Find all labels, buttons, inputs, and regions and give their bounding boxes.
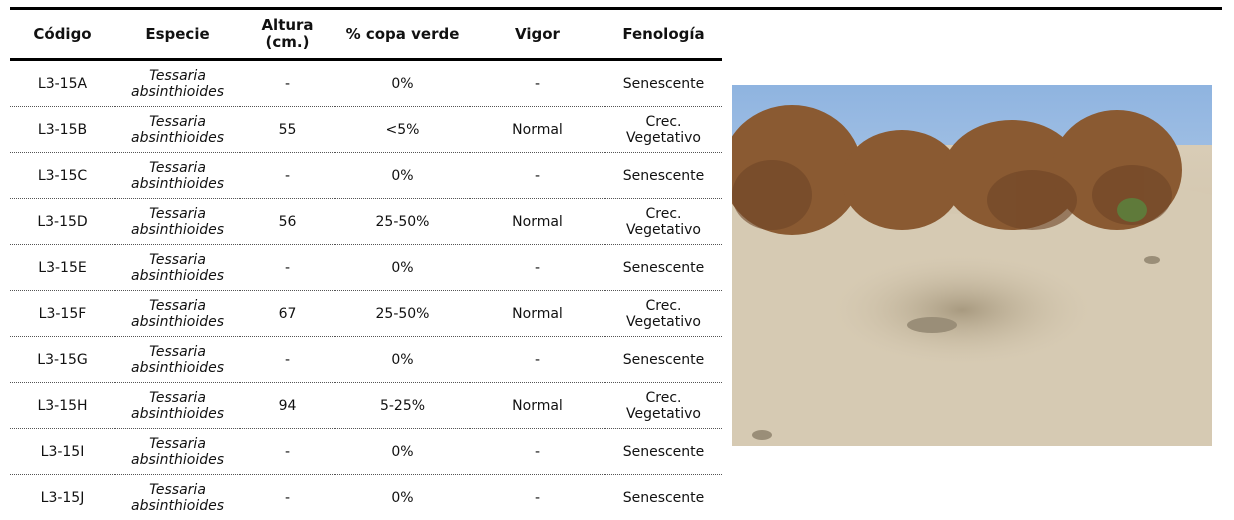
table-cell: - [470,60,605,107]
table-cell: Tessaria absinthioides [115,383,240,429]
table-cell: Tessaria absinthioides [115,199,240,245]
table-cell: Normal [470,199,605,245]
table-cell: 25-50% [335,199,470,245]
table-cell: Senescente [605,153,722,199]
column-header: Código [10,10,115,60]
table-cell: 55 [240,107,335,153]
table-cell: - [240,337,335,383]
table-cell: Tessaria absinthioides [115,291,240,337]
table-cell: Tessaria absinthioides [115,337,240,383]
table-cell: - [470,337,605,383]
table-cell: L3-15J [10,475,115,520]
table-cell: Normal [470,383,605,429]
table-cell: 25-50% [335,291,470,337]
table-cell: L3-15F [10,291,115,337]
table-cell: L3-15D [10,199,115,245]
table-cell: Tessaria absinthioides [115,475,240,520]
table-cell: Tessaria absinthioides [115,60,240,107]
table-cell: 94 [240,383,335,429]
table-cell: Crec. Vegetativo [605,199,722,245]
table-cell: Tessaria absinthioides [115,107,240,153]
column-header: Vigor [470,10,605,60]
table-cell: Tessaria absinthioides [115,429,240,475]
table-cell: L3-15G [10,337,115,383]
table-cell: - [470,429,605,475]
table-cell: Tessaria absinthioides [115,245,240,291]
table-cell: L3-15B [10,107,115,153]
table-cell: Senescente [605,475,722,520]
table-cell: L3-15A [10,60,115,107]
table-cell: - [240,153,335,199]
table-cell: - [240,475,335,520]
field-photo [732,85,1212,446]
table-cell: L3-15C [10,153,115,199]
table-cell: Normal [470,291,605,337]
column-header: Especie [115,10,240,60]
table-cell: Crec. Vegetativo [605,383,722,429]
page: CódigoEspecieAltura (cm.)% copa verdeVig… [0,0,1234,519]
table-cell: 0% [335,337,470,383]
table-cell: 0% [335,475,470,520]
table-cell: Senescente [605,337,722,383]
table-cell: <5% [335,107,470,153]
table-cell: - [470,153,605,199]
column-header: Altura (cm.) [240,10,335,60]
table-cell: 67 [240,291,335,337]
table-cell: Normal [470,107,605,153]
table-cell: L3-15E [10,245,115,291]
table-cell: 0% [335,153,470,199]
table-cell: - [240,429,335,475]
table-cell: - [240,60,335,107]
table-cell: Senescente [605,429,722,475]
table-cell: - [240,245,335,291]
table-cell: Senescente [605,60,722,107]
table-cell: L3-15H [10,383,115,429]
column-header: Fenología [605,10,722,60]
table-cell: Tessaria absinthioides [115,153,240,199]
table-cell: L3-15I [10,429,115,475]
table-cell: 56 [240,199,335,245]
table-cell: 0% [335,429,470,475]
column-header: % copa verde [335,10,470,60]
table-cell: 0% [335,60,470,107]
table-cell: Crec. Vegetativo [605,107,722,153]
table-cell: Crec. Vegetativo [605,291,722,337]
table-cell: 5-25% [335,383,470,429]
table-cell: - [470,475,605,520]
table-cell: 0% [335,245,470,291]
table-cell: - [470,245,605,291]
table-cell: Senescente [605,245,722,291]
